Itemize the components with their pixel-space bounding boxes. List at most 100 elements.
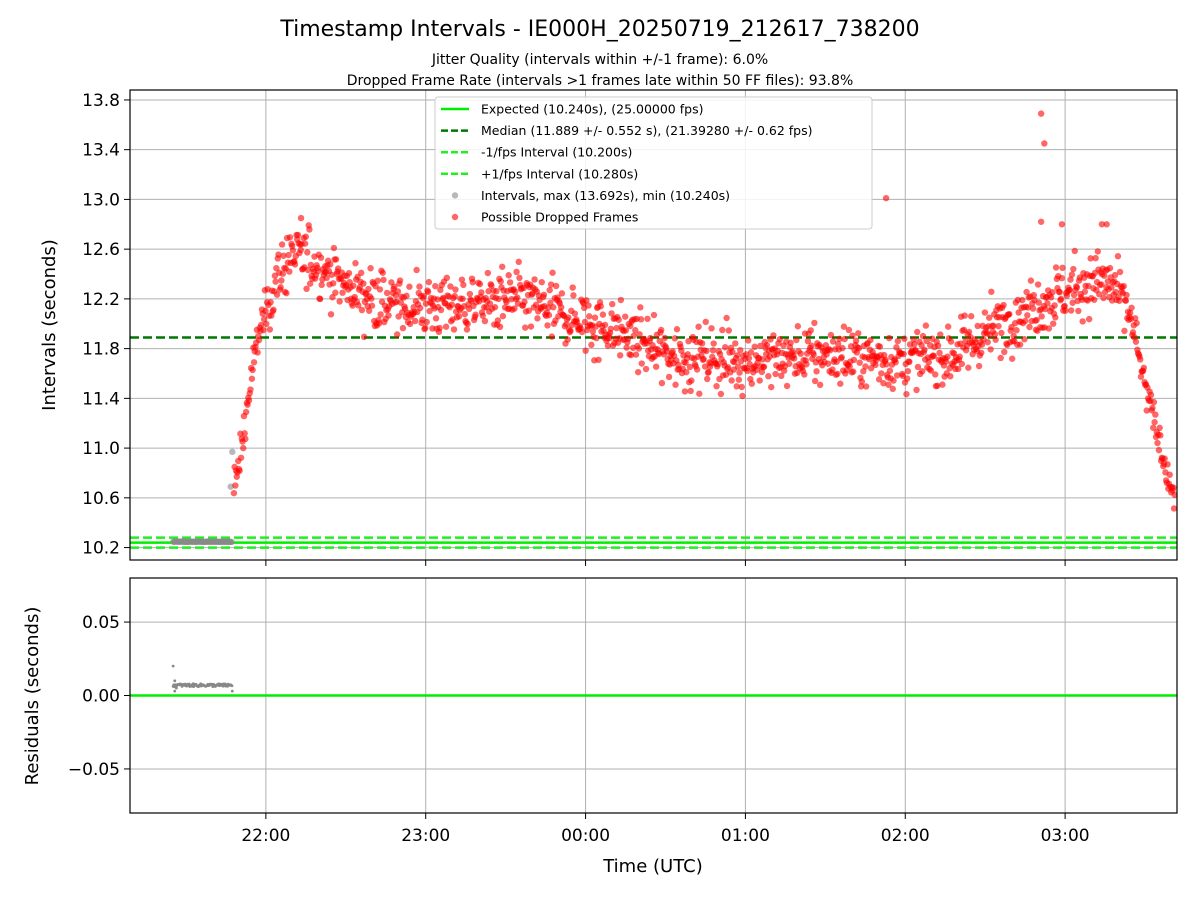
- dropped-point-878: [862, 363, 869, 370]
- dropped-point-89: [294, 231, 302, 239]
- chart-subtitle-dropped: Dropped Frame Rate (intervals >1 frames …: [347, 73, 854, 89]
- residual-point-93: [171, 664, 175, 668]
- dropped-point-203: [376, 286, 384, 293]
- dropped-point-1015: [960, 326, 968, 334]
- dropped-point-1203: [1096, 291, 1103, 298]
- dropped-point-180: [360, 280, 367, 287]
- dropped-point-356: [486, 300, 494, 307]
- dropped-point-843: [837, 380, 844, 387]
- dropped-point-1139: [1049, 320, 1057, 327]
- dropped-point-546: [623, 344, 630, 351]
- dropped-point-563: [635, 345, 643, 352]
- dropped-point-910: [885, 381, 892, 388]
- dropped-point-59: [273, 264, 280, 272]
- dropped-point-1007: [955, 365, 962, 373]
- dropped-point-1286: [1155, 446, 1163, 454]
- dropped-point-579: [647, 334, 654, 342]
- dropped-point-73: [283, 289, 290, 297]
- dropped-point-526: [609, 300, 616, 308]
- dropped-point-939: [906, 358, 913, 366]
- x-tick-label-1: 23:00: [401, 826, 450, 846]
- dropped-point-958: [919, 332, 927, 340]
- dropped-point-562: [634, 368, 642, 376]
- dropped-point-1164: [1067, 307, 1075, 314]
- dropped-point-384: [506, 279, 514, 286]
- dropped-point-1131: [1044, 300, 1051, 307]
- dropped-point-613: [671, 335, 679, 342]
- dropped-point-911: [885, 334, 893, 342]
- dropped-point-23: [247, 386, 254, 393]
- dropped-point-677: [717, 390, 725, 398]
- dropped-point-168: [351, 293, 358, 301]
- dropped-point-13: [240, 444, 247, 452]
- dropped-point-737: [760, 363, 768, 370]
- dropped-point-594: [657, 326, 665, 334]
- dropped-point-379: [503, 298, 510, 306]
- dropped-point-916: [889, 385, 896, 393]
- dropped-point-524: [607, 325, 615, 332]
- dropped-point-443: [549, 269, 556, 276]
- dropped-point-181: [360, 333, 368, 341]
- dropped-point-937: [904, 367, 912, 375]
- dropped-point-700: [734, 352, 741, 359]
- dropped-point-129: [323, 274, 330, 282]
- dropped-point-997: [947, 338, 955, 345]
- dropped-point-1016: [961, 312, 968, 319]
- dropped-point-912: [886, 367, 894, 374]
- dropped-point-1196: [1090, 296, 1098, 303]
- dropped-point-537: [616, 352, 624, 359]
- dropped-point-228: [394, 288, 402, 295]
- dropped-point-950: [914, 328, 921, 336]
- dropped-point-328: [466, 290, 474, 298]
- bottom-plot-area: [130, 664, 1177, 697]
- dropped-point-872: [857, 383, 865, 390]
- dropped-point-101: [303, 285, 310, 293]
- dropped-point-658: [704, 375, 711, 383]
- dropped-point-855: [845, 326, 853, 334]
- dropped-point-1287: [1156, 424, 1163, 432]
- dropped-point-849: [841, 335, 848, 343]
- dropped-point-507: [595, 356, 602, 364]
- dropped-point-875: [860, 368, 867, 375]
- dropped-point-2: [232, 482, 239, 489]
- dropped-point-692: [728, 377, 735, 384]
- dropped-point-332: [469, 278, 476, 286]
- dropped-point-373: [499, 263, 506, 270]
- dropped-point-1040: [978, 341, 986, 348]
- dropped-point-465: [565, 314, 572, 321]
- dropped-point-16: [242, 435, 249, 443]
- dropped-point-1082: [1008, 355, 1016, 362]
- dropped-point-504: [593, 334, 600, 342]
- dropped-point-1210: [1101, 272, 1108, 279]
- dropped-point-747: [768, 383, 775, 391]
- dropped-point-703: [736, 369, 743, 376]
- dropped-point-685: [723, 314, 730, 322]
- dropped-point-671: [713, 382, 720, 390]
- dropped-point-58: [272, 278, 279, 285]
- dropped-point-602: [663, 348, 671, 355]
- dropped-point-806: [810, 351, 817, 358]
- dropped-point-21: [245, 397, 253, 404]
- dropped-point-68: [279, 270, 287, 277]
- dropped-point-1108: [1027, 277, 1035, 284]
- dropped-point-631: [684, 351, 691, 358]
- top-y-tick-label-1: 10.6: [82, 489, 120, 509]
- dropped-point-993: [944, 323, 952, 330]
- dropped-point-223: [391, 283, 398, 290]
- dropped-point-1093: [1016, 341, 1024, 348]
- dropped-point-945: [910, 336, 917, 343]
- dropped-point-258: [416, 283, 423, 290]
- dropped-point-750: [770, 332, 777, 339]
- dropped-point-1206: [1098, 281, 1105, 288]
- dropped-point-840: [834, 340, 842, 348]
- dropped-point-252: [411, 317, 419, 325]
- dropped-point-358: [488, 282, 495, 289]
- dropped-point-85: [291, 261, 299, 268]
- dropped-point-1180: [1079, 318, 1086, 325]
- dropped-point-885: [867, 336, 874, 344]
- dropped-point-51: [267, 298, 274, 306]
- dropped-point-647: [696, 390, 703, 397]
- dropped-point-1165: [1068, 271, 1076, 278]
- dropped-point-1150: [1057, 295, 1065, 303]
- dropped-point-622: [678, 347, 685, 354]
